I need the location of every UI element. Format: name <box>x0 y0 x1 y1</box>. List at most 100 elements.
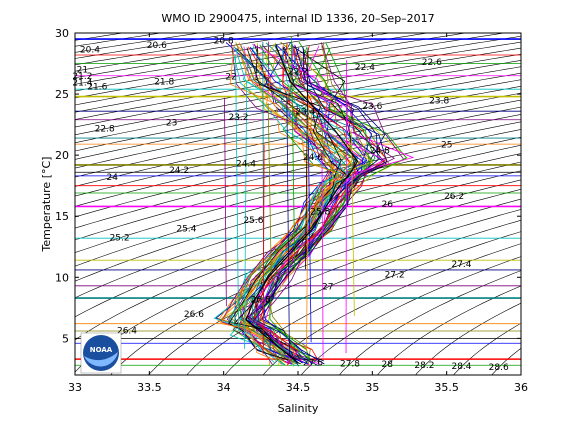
profile-spike <box>235 55 239 332</box>
profile-spike <box>345 60 347 354</box>
contour-label: 25 <box>441 140 452 150</box>
y-tick-label: 15 <box>55 210 69 223</box>
density-contour <box>75 33 163 47</box>
profile-line <box>248 42 396 362</box>
y-tick-label: 30 <box>55 27 69 40</box>
contour-label: 26.6 <box>184 310 204 320</box>
x-tick-label: 35 <box>365 381 379 394</box>
contour-label: 25.4 <box>176 224 196 234</box>
contour-label: 27.2 <box>385 271 405 281</box>
contour-label: 27.8 <box>340 359 360 369</box>
contour-label: 20.6 <box>147 41 167 51</box>
profile-line <box>235 42 340 365</box>
density-contour <box>75 33 240 59</box>
density-contour <box>75 33 201 53</box>
profile-line <box>241 46 368 365</box>
chart-title: WMO ID 2900475, internal ID 1336, 20–Sep… <box>161 12 434 25</box>
x-axis-ticks: 33 33.5 34 34.5 35 35.5 36 <box>68 33 528 394</box>
contour-label: 21.6 <box>87 83 107 93</box>
y-axis-title: Temperature [°C] <box>40 157 53 253</box>
contour-label: 28 <box>381 360 393 370</box>
density-contour <box>75 106 521 207</box>
profile-line <box>253 47 352 367</box>
contour-label: 25.2 <box>110 233 130 243</box>
density-contour <box>262 243 521 375</box>
profile-line <box>269 41 376 361</box>
contour-label: 26.8 <box>251 296 271 306</box>
x-tick-label: 35.5 <box>434 381 459 394</box>
contour-label: 28.2 <box>414 361 434 371</box>
density-contour <box>300 256 521 375</box>
contour-label: 20.8 <box>214 36 234 46</box>
y-axis-ticks: 5 10 15 20 25 30 <box>55 27 521 345</box>
density-contour <box>75 53 521 136</box>
profile-spike <box>224 97 227 307</box>
profile-spike <box>286 96 290 355</box>
density-contour <box>148 209 521 375</box>
profile-spike <box>321 153 324 358</box>
contour-label: 24.2 <box>169 166 189 176</box>
contour-label: 22.6 <box>422 58 442 68</box>
x-tick-label: 34 <box>217 381 231 394</box>
contour-label: 26.4 <box>117 326 137 336</box>
profile-lines <box>213 36 415 367</box>
profile-spike <box>262 144 265 355</box>
x-tick-label: 33 <box>68 381 82 394</box>
contour-label: 24.8 <box>370 147 390 157</box>
y-tick-label: 5 <box>62 332 69 345</box>
density-contour <box>377 285 521 375</box>
density-contour <box>75 136 521 253</box>
mean-profile-line <box>245 44 359 364</box>
x-tick-label: 33.5 <box>137 381 162 394</box>
contour-label: 22.8 <box>95 124 115 134</box>
density-contour <box>75 60 521 144</box>
density-contour <box>75 121 521 229</box>
profile-line <box>219 45 339 361</box>
contour-label: 20.4 <box>80 46 100 56</box>
profile-spike <box>244 80 248 349</box>
density-contour <box>415 302 521 375</box>
density-contour <box>75 33 392 85</box>
contour-label: 26 <box>381 200 393 210</box>
density-contour <box>75 129 521 241</box>
contour-label: 27.6 <box>303 358 323 368</box>
contour-label: 24.6 <box>303 153 323 163</box>
contour-label: 28.4 <box>451 362 471 372</box>
contour-label: 25.8 <box>310 208 330 218</box>
contour-label: 21 <box>77 65 88 75</box>
density-contour <box>75 33 468 99</box>
profile-spike <box>267 103 272 277</box>
density-contour <box>186 219 521 375</box>
density-contour <box>75 92 521 187</box>
contour-label: 23.2 <box>228 113 248 123</box>
logo-text: NOAA <box>90 346 113 354</box>
density-contour <box>75 72 521 160</box>
x-axis-title: Salinity <box>278 402 319 415</box>
profile-line <box>255 45 415 367</box>
profile-line <box>251 47 388 366</box>
contour-label: 26.2 <box>444 192 464 202</box>
contour-label: 22.4 <box>355 63 375 73</box>
noaa-logo: NOAA <box>80 332 122 374</box>
contour-label: 27 <box>322 283 333 293</box>
contour-label: 22.2 <box>288 68 308 78</box>
contour-label: 23.6 <box>362 102 382 112</box>
profile-spike <box>305 48 309 270</box>
density-contour <box>75 144 521 267</box>
contour-label: 22 <box>225 73 236 83</box>
density-contour <box>491 347 521 375</box>
contour-label: 23.4 <box>295 107 315 117</box>
contour-label: 21.2 <box>72 72 92 82</box>
contour-label: 28.6 <box>489 363 509 373</box>
density-contour <box>75 33 354 79</box>
profile-spike <box>307 136 312 343</box>
y-tick-label: 20 <box>55 149 69 162</box>
profile-line <box>233 47 350 360</box>
y-tick-label: 10 <box>55 271 69 284</box>
profile-spike <box>350 129 355 316</box>
contour-label: 24 <box>106 173 118 183</box>
y-tick-label: 25 <box>55 88 69 101</box>
contour-label: 23.8 <box>429 97 449 107</box>
